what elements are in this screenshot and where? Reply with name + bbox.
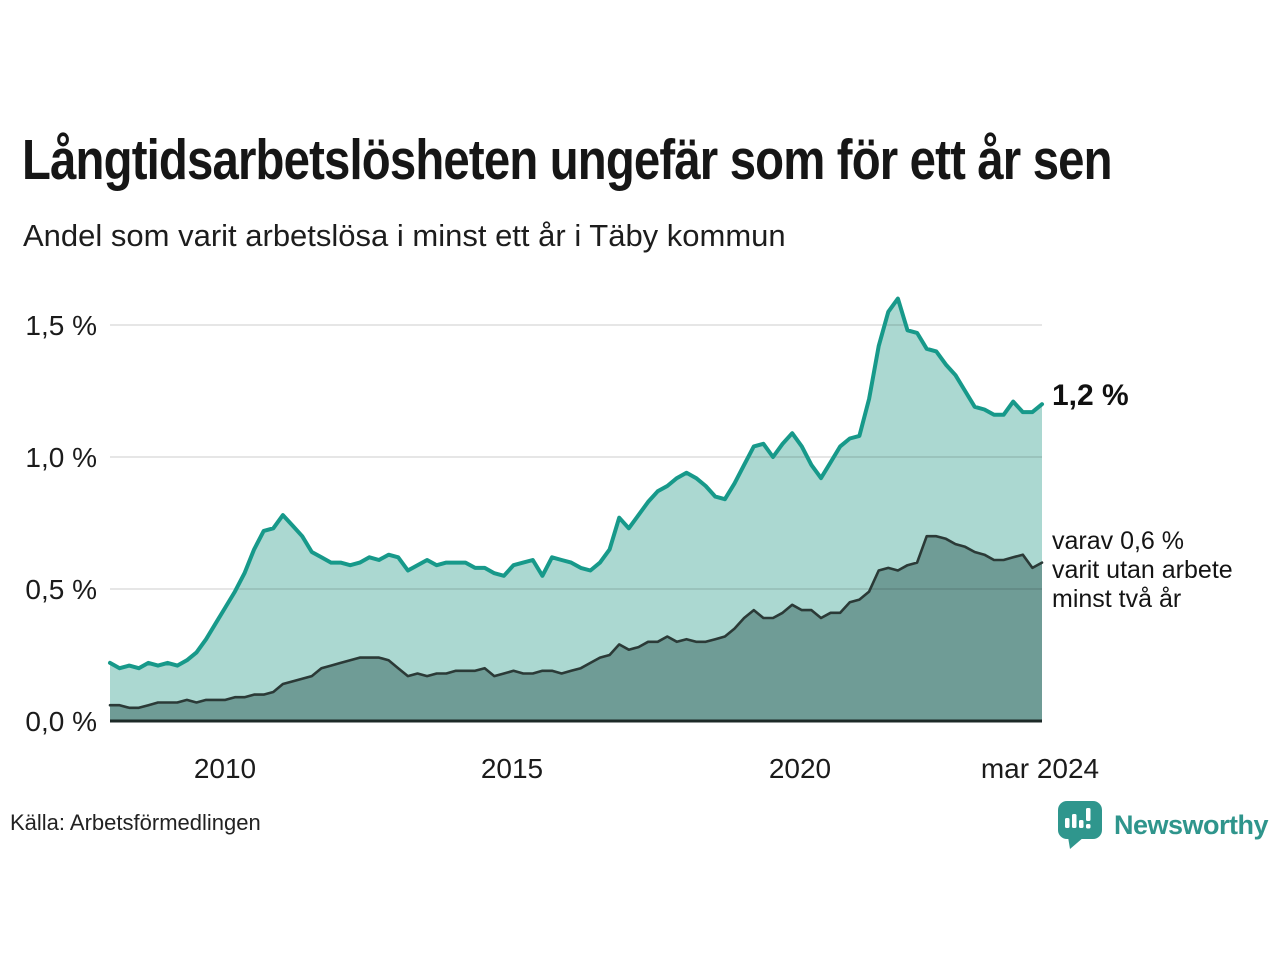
series-two-year-annotation: varav 0,6 % varit utan arbete minst två … [1052,527,1233,614]
x-tick-label: 2010 [194,753,256,784]
y-tick-label: 0,0 % [25,706,97,737]
y-tick-label: 1,0 % [25,442,97,473]
x-tick-label: 2015 [481,753,543,784]
newsworthy-brand: Newsworthy [1056,799,1269,851]
x-tick-label: 2020 [769,753,831,784]
x-tick-label: mar 2024 [981,753,1099,784]
annotation-line: minst två år [1052,585,1182,613]
series-two-year-area [110,536,1042,721]
newsworthy-logo-icon [1057,801,1102,849]
y-tick-label: 1,5 % [25,310,97,341]
series-one-year-line [108,296,1044,671]
annotation-line: varit utan arbete [1052,556,1233,584]
latest-value-label: 1,2 % [1052,379,1129,412]
series-two-year-line [108,534,1044,710]
y-tick-label: 0,5 % [25,574,97,605]
source-note: Källa: Arbetsförmedlingen [10,810,261,835]
annotation-line: varav 0,6 % [1052,527,1185,555]
newsworthy-wordmark: Newsworthy [1113,809,1269,840]
chart-title: Långtidsarbetslösheten ungefär som för e… [22,128,1113,192]
chart-subtitle: Andel som varit arbetslösa i minst ett å… [23,218,786,253]
